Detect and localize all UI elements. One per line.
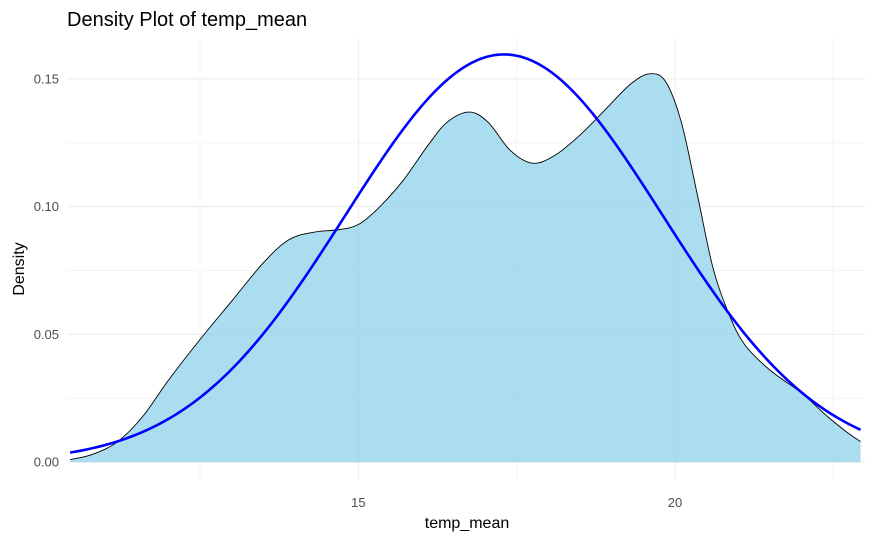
normal-curve: [69, 53, 862, 454]
y-axis-title: Density: [11, 242, 28, 295]
chart-title: Density Plot of temp_mean: [67, 9, 307, 31]
y-tick-label-3: 0.15: [34, 71, 59, 86]
y-tick-label-1: 0.05: [34, 327, 59, 342]
tick-labels: 0.00 0.05 0.10 0.15 15 20: [34, 71, 683, 510]
y-tick-label-0: 0.00: [34, 455, 59, 470]
y-tick-label-2: 0.10: [34, 199, 59, 214]
x-tick-label-0: 15: [351, 495, 365, 510]
density-area: [70, 73, 861, 463]
x-tick-label-1: 20: [668, 495, 682, 510]
x-axis-title: temp_mean: [425, 515, 510, 532]
plot-area: [69, 53, 862, 463]
